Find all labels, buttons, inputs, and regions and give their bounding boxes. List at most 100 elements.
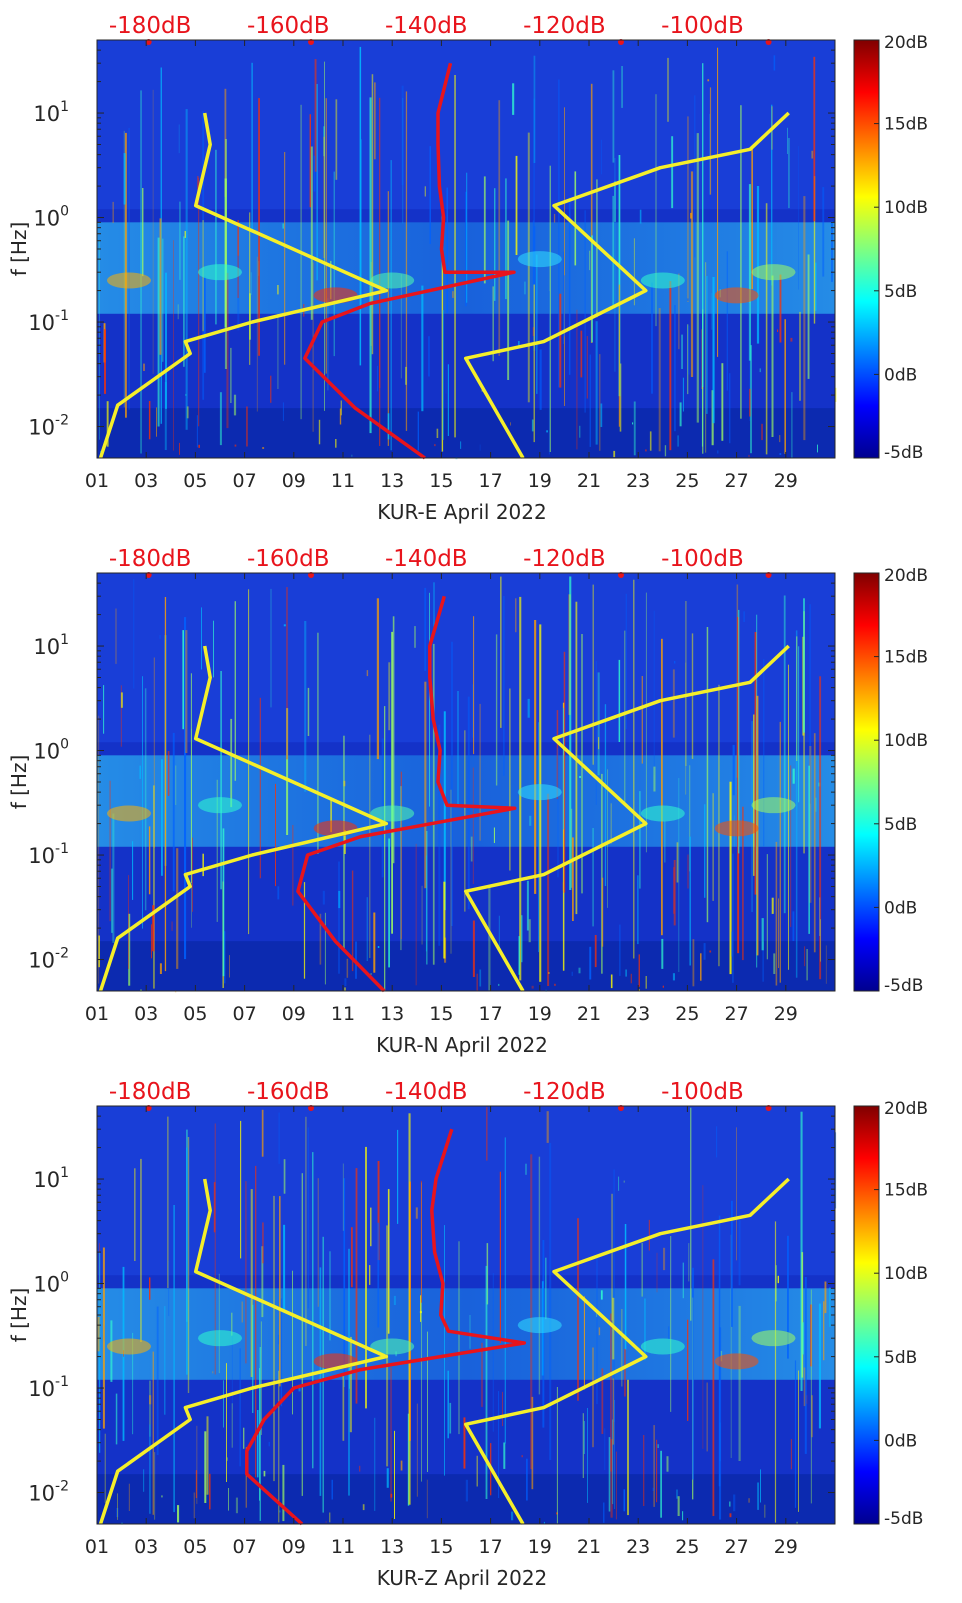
y-tick-label: 100 — [33, 204, 69, 231]
spectrogram-panel-2: 01 03 05 07 09 11 13 15 17 19 21 23 25 27 29 KUR-N Apri… — [7, 546, 928, 1057]
spectrogram-panel-3: 01 03 05 07 09 11 13 15 17 19 21 23 25 27 29 KUR-Z Apri… — [7, 1079, 928, 1590]
top-axis-db-label: -140dB — [385, 546, 468, 572]
top-axis-db-label: -100dB — [661, 546, 744, 572]
x-tick-label: 23 — [626, 1536, 650, 1558]
x-tick-label: 01 — [85, 1536, 109, 1558]
x-axis-label: KUR-E April 2022 — [377, 500, 546, 524]
x-tick-label: 01 — [85, 470, 109, 492]
x-tick-label: 05 — [183, 1536, 207, 1558]
spectrogram-panel-1: 01 03 05 07 09 11 13 15 17 19 21 23 25 27 29 KUR-E Apri… — [7, 13, 928, 524]
top-axis-db-label: -120dB — [523, 1079, 606, 1105]
colorbar-tick-label: 15dB — [884, 1181, 928, 1201]
colorbar-tick-label: 5dB — [884, 815, 917, 835]
top-axis-db-label: -160dB — [247, 13, 330, 39]
colorbar-tick-label: 0dB — [884, 365, 917, 385]
x-tick-label: 21 — [577, 1536, 601, 1558]
x-tick-label: 15 — [429, 470, 453, 492]
x-tick-label: 19 — [528, 1536, 552, 1558]
x-tick-label: 11 — [331, 470, 355, 492]
x-tick-label: 19 — [528, 1003, 552, 1025]
colorbar-tick-label: 20dB — [884, 1099, 928, 1119]
y-tick-label: 10-2 — [28, 1479, 69, 1506]
yellow-noise-model-curve-2 — [463, 644, 790, 992]
x-tick-label: 15 — [429, 1003, 453, 1025]
colorbar-tick-label: 10dB — [884, 731, 928, 751]
x-tick-label: 09 — [282, 1536, 306, 1558]
colorbar: 20dB 15dB 10dB 5dB 0dB -5dB — [853, 33, 928, 463]
colorbar: 20dB 15dB 10dB 5dB 0dB -5dB — [853, 1099, 928, 1529]
y-tick-label: 100 — [33, 737, 69, 764]
x-tick-label: 05 — [183, 470, 207, 492]
x-tick-label: 19 — [528, 470, 552, 492]
red-noise-curve — [245, 1128, 527, 1526]
x-tick-label: 17 — [479, 470, 503, 492]
top-axis-db-label: -120dB — [523, 13, 606, 39]
y-tick-label: 10-1 — [28, 841, 69, 868]
x-tick-label: 17 — [479, 1003, 503, 1025]
colorbar-tick-label: 0dB — [884, 898, 917, 918]
x-tick-label: 03 — [134, 1536, 158, 1558]
colorbar-tick-label: 20dB — [884, 566, 928, 586]
red-noise-curve — [303, 62, 516, 460]
x-tick-label: 07 — [233, 1536, 257, 1558]
colorbar: 20dB 15dB 10dB 5dB 0dB -5dB — [853, 566, 928, 996]
x-tick-label: 09 — [282, 1003, 306, 1025]
yellow-noise-model-curve-2 — [463, 1177, 790, 1525]
x-tick-label: 27 — [725, 1003, 749, 1025]
x-tick-label: 15 — [429, 1536, 453, 1558]
top-axis-db-label: -140dB — [385, 1079, 468, 1105]
noise-region — [97, 40, 835, 210]
x-tick-label: 13 — [380, 1536, 404, 1558]
top-axis-db-label: -180dB — [109, 546, 192, 572]
x-axis-label: KUR-Z April 2022 — [377, 1566, 548, 1590]
x-tick-label: 29 — [774, 1536, 798, 1558]
yellow-noise-model-curve-1 — [98, 1178, 389, 1525]
colorbar-tick-label: 10dB — [884, 1264, 928, 1284]
x-tick-label: 03 — [134, 470, 158, 492]
y-axis-label: f [Hz] — [7, 755, 31, 810]
x-tick-label: 23 — [626, 1003, 650, 1025]
yellow-noise-model-curve-1 — [98, 645, 389, 992]
x-tick-label: 07 — [233, 470, 257, 492]
x-axis-label: KUR-N April 2022 — [376, 1033, 548, 1057]
x-tick-label: 29 — [774, 1003, 798, 1025]
x-tick-label: 07 — [233, 1003, 257, 1025]
top-axis-db-label: -100dB — [661, 1079, 744, 1105]
x-tick-label: 09 — [282, 470, 306, 492]
x-tick-label: 23 — [626, 470, 650, 492]
x-tick-label: 21 — [577, 470, 601, 492]
spectrogram-streaks — [99, 46, 837, 460]
colorbar-tick-label: 5dB — [884, 1348, 917, 1368]
colorbar-tick-label: 15dB — [884, 115, 928, 135]
colorbar-tick-label: 10dB — [884, 198, 928, 218]
x-tick-label: 25 — [675, 1003, 699, 1025]
yellow-noise-model-curve-1 — [98, 112, 389, 459]
top-axis-db-label: -180dB — [109, 13, 192, 39]
red-noise-curve — [296, 595, 517, 993]
colorbar-tick-label: -5dB — [884, 443, 923, 463]
x-tick-label: 25 — [675, 470, 699, 492]
y-tick-label: 101 — [33, 1165, 69, 1192]
top-axis-db-label: -160dB — [247, 1079, 330, 1105]
microseism-blobs — [106, 1317, 796, 1370]
low-frequency-band — [97, 408, 835, 458]
x-tick-label: 11 — [331, 1003, 355, 1025]
microseism-blobs — [106, 251, 796, 304]
low-frequency-band — [97, 941, 835, 991]
x-tick-label: 25 — [675, 1536, 699, 1558]
x-tick-label: 13 — [380, 470, 404, 492]
noise-region — [97, 1106, 835, 1276]
x-tick-label: 27 — [725, 1536, 749, 1558]
y-axis-label: f [Hz] — [7, 1288, 31, 1343]
low-frequency-band — [97, 1474, 835, 1524]
y-tick-label: 10-2 — [28, 413, 69, 440]
y-tick-label: 10-1 — [28, 1374, 69, 1401]
y-tick-label: 101 — [33, 632, 69, 659]
colorbar-tick-label: -5dB — [884, 1509, 923, 1529]
top-axis-db-label: -100dB — [661, 13, 744, 39]
x-tick-label: 01 — [85, 1003, 109, 1025]
y-tick-label: 101 — [33, 99, 69, 126]
x-tick-label: 27 — [725, 470, 749, 492]
y-tick-label: 100 — [33, 1270, 69, 1297]
